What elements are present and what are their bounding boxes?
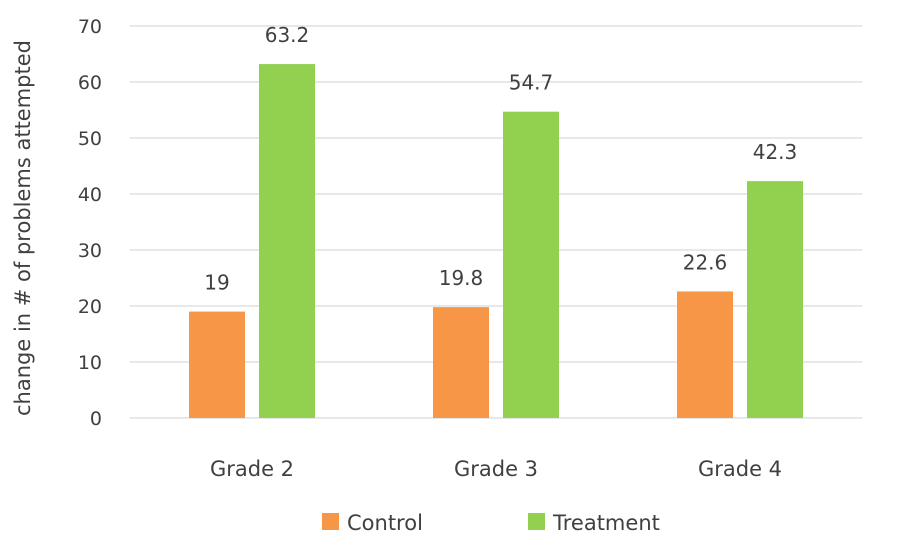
bar-treatment-grade-3 bbox=[503, 111, 559, 419]
y-tick-label: 40 bbox=[78, 184, 102, 206]
bars bbox=[189, 64, 803, 419]
y-tick-label: 60 bbox=[78, 72, 102, 94]
legend-swatch-control bbox=[322, 513, 339, 530]
bar-control-grade-2 bbox=[189, 311, 245, 418]
gridlines bbox=[130, 25, 862, 419]
y-tick-label: 20 bbox=[78, 296, 102, 318]
data-labels: 19 63.2 19.8 54.7 22.6 42.3 bbox=[204, 23, 797, 295]
legend-label-control: Control bbox=[347, 511, 423, 535]
y-tick-label: 30 bbox=[78, 240, 102, 262]
bar-control-grade-4 bbox=[677, 291, 733, 418]
y-tick-label: 0 bbox=[90, 408, 102, 430]
y-axis-ticks: 0 10 20 30 40 50 60 70 bbox=[78, 16, 102, 430]
data-label: 19.8 bbox=[439, 266, 484, 290]
y-axis-label: change in # of problems attempted bbox=[11, 40, 35, 416]
data-label: 42.3 bbox=[753, 140, 798, 164]
data-label: 22.6 bbox=[683, 250, 728, 274]
x-axis-categories: Grade 2 Grade 3 Grade 4 bbox=[210, 457, 782, 481]
x-category-label: Grade 3 bbox=[454, 457, 538, 481]
legend-label-treatment: Treatment bbox=[552, 511, 660, 535]
y-tick-label: 70 bbox=[78, 16, 102, 38]
legend-swatch-treatment bbox=[528, 513, 545, 530]
legend: Control Treatment bbox=[322, 511, 660, 535]
x-category-label: Grade 2 bbox=[210, 457, 294, 481]
y-tick-label: 50 bbox=[78, 128, 102, 150]
x-category-label: Grade 4 bbox=[698, 457, 782, 481]
data-label: 19 bbox=[204, 271, 229, 295]
data-label: 63.2 bbox=[265, 23, 310, 47]
bar-treatment-grade-4 bbox=[747, 181, 803, 418]
y-tick-label: 10 bbox=[78, 352, 102, 374]
bar-control-grade-3 bbox=[433, 307, 489, 418]
data-label: 54.7 bbox=[509, 71, 554, 95]
bar-treatment-grade-2 bbox=[259, 64, 315, 418]
